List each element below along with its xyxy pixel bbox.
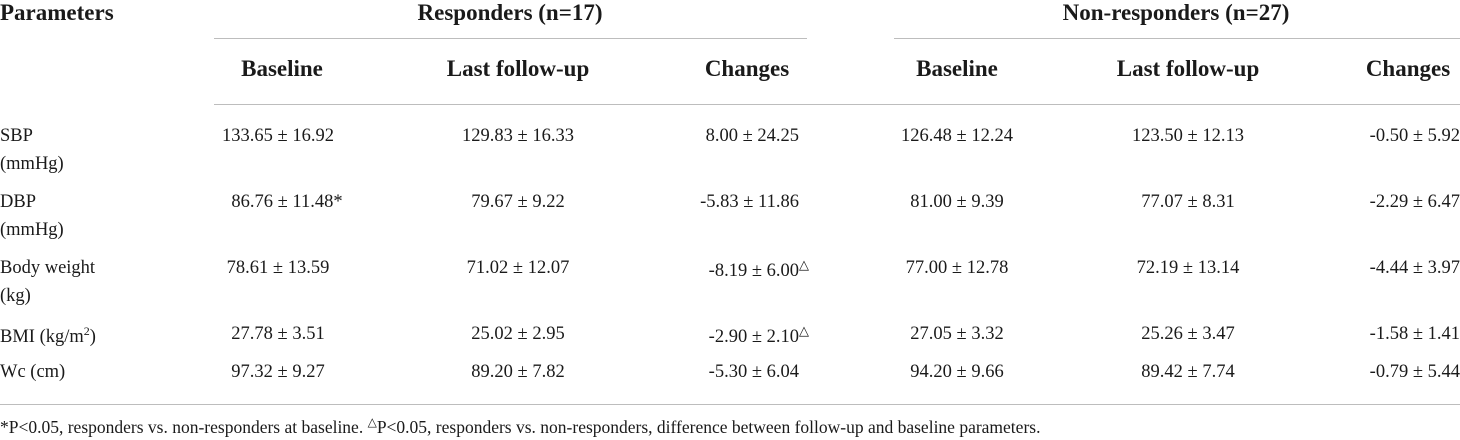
cell-wc-r-baseline: 97.32 ± 9.27: [231, 362, 325, 382]
cell-sbp-n-changes: -0.50 ± 5.92: [1369, 126, 1460, 146]
cell-bmi-r-changes: -2.90 ± 2.10△: [709, 324, 809, 348]
subheader-n-changes: Changes: [1365, 56, 1451, 81]
cell-bmi-n-followup: 25.26 ± 3.47: [1141, 324, 1235, 344]
footnote-part1: *P<0.05, responders vs. non-responders a…: [0, 416, 364, 437]
header-bottom-rule: [214, 104, 1460, 105]
subheader-n-followup: Last follow-up: [1116, 56, 1260, 81]
cell-bw-n-baseline: 77.00 ± 12.78: [905, 258, 1009, 278]
group-rule-non-responders: [894, 38, 1460, 39]
cell-sbp-r-changes: 8.00 ± 24.25: [705, 126, 799, 146]
cell-dbp-r-baseline: 86.76 ± 11.48*: [231, 192, 343, 212]
cell-dbp-r-followup: 79.67 ± 9.22: [471, 192, 565, 212]
table-footnote: *P<0.05, responders vs. non-responders a…: [0, 416, 1040, 438]
param-sbp-unit: (mmHg): [0, 154, 64, 174]
param-bmi-text: BMI (kg/m: [0, 327, 84, 348]
param-wc: Wc (cm): [0, 362, 66, 382]
cell-sbp-r-followup: 129.83 ± 16.33: [462, 126, 574, 146]
cell-dbp-n-changes: -2.29 ± 6.47: [1369, 192, 1460, 212]
table-bottom-rule: [0, 404, 1460, 405]
cell-bw-n-followup: 72.19 ± 13.14: [1136, 258, 1240, 278]
param-body-weight: Body weight: [0, 258, 96, 278]
cell-bmi-n-changes: -1.58 ± 1.41: [1369, 324, 1460, 344]
cell-dbp-n-baseline: 81.00 ± 9.39: [910, 192, 1004, 212]
cell-bw-n-changes: -4.44 ± 3.97: [1369, 258, 1460, 278]
cell-wc-r-followup: 89.20 ± 7.82: [471, 362, 565, 382]
cell-dbp-r-changes: -5.83 ± 11.86: [700, 192, 799, 212]
subheader-r-baseline: Baseline: [241, 56, 323, 81]
param-body-weight-unit: (kg): [0, 286, 31, 306]
group-rule-responders: [214, 38, 807, 39]
param-dbp: DBP: [0, 192, 36, 212]
cell-wc-n-baseline: 94.20 ± 9.66: [910, 362, 1004, 382]
footnote-part2: P<0.05, responders vs. non-responders, d…: [376, 416, 1041, 437]
subheader-n-baseline: Baseline: [916, 56, 998, 81]
triangle-mark: △: [799, 323, 809, 338]
cell-bmi-r-changes-value: -2.90 ± 2.10: [708, 327, 799, 348]
cell-sbp-r-baseline: 133.65 ± 16.92: [222, 126, 334, 146]
triangle-mark: △: [799, 257, 809, 272]
param-bmi-close: ): [89, 327, 96, 348]
cell-bw-r-baseline: 78.61 ± 13.59: [226, 258, 330, 278]
cell-bmi-r-baseline: 27.78 ± 3.51: [231, 324, 325, 344]
cell-wc-n-changes: -0.79 ± 5.44: [1369, 362, 1460, 382]
subheader-r-followup: Last follow-up: [446, 56, 590, 81]
header-non-responders: Non-responders (n=27): [1062, 0, 1290, 25]
cell-bw-r-changes: -8.19 ± 6.00△: [709, 258, 809, 282]
cell-wc-n-followup: 89.42 ± 7.74: [1141, 362, 1235, 382]
cell-sbp-n-baseline: 126.48 ± 12.24: [901, 126, 1013, 146]
cell-bw-r-followup: 71.02 ± 12.07: [466, 258, 570, 278]
cell-dbp-n-followup: 77.07 ± 8.31: [1141, 192, 1235, 212]
param-dbp-unit: (mmHg): [0, 220, 64, 240]
header-parameters: Parameters: [0, 0, 114, 25]
cell-bmi-r-followup: 25.02 ± 2.95: [471, 324, 565, 344]
cell-wc-r-changes: -5.30 ± 6.04: [708, 362, 799, 382]
param-bmi-sup: 2: [83, 324, 90, 338]
cell-bw-r-changes-value: -8.19 ± 6.00: [708, 261, 799, 282]
cell-bmi-n-baseline: 27.05 ± 3.32: [910, 324, 1004, 344]
cell-sbp-n-followup: 123.50 ± 12.13: [1132, 126, 1244, 146]
param-bmi: BMI (kg/m2): [0, 324, 96, 348]
header-responders: Responders (n=17): [417, 0, 603, 25]
subheader-r-changes: Changes: [704, 56, 790, 81]
footnote-triangle-mark: △: [367, 415, 377, 429]
param-sbp: SBP: [0, 126, 33, 146]
